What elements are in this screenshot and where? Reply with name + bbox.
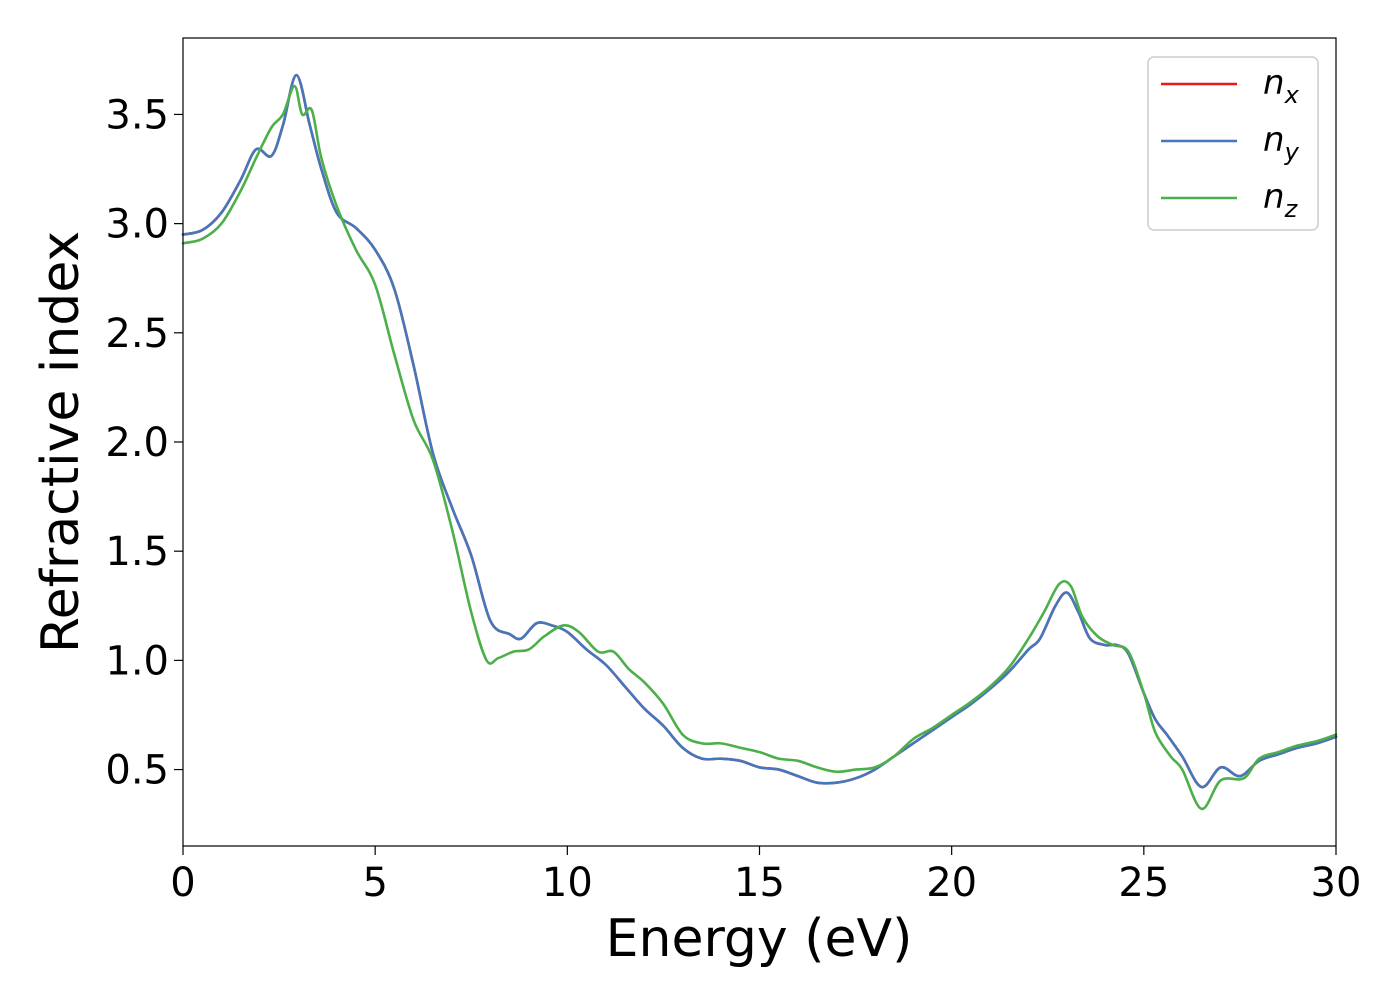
x-tick-label: 25 [1118,860,1169,906]
x-tick-label: 10 [542,860,593,906]
x-tick-label: 20 [926,860,977,906]
x-tick-label: 30 [1311,860,1362,906]
y-tick-label: 2.0 [105,420,169,466]
legend-label-base: n [1263,120,1285,160]
x-axis: 0 5 10 15 20 25 30 [170,846,1361,906]
legend-label-subscript: y [1284,138,1300,166]
series-layer [181,73,1338,811]
legend-label-base: n [1263,63,1285,103]
y-tick-label: 0.5 [105,748,169,794]
legend-label-subscript: x [1284,81,1300,109]
series-line-nz [181,84,1338,811]
x-tick-label: 0 [170,860,195,906]
x-tick-label: 15 [734,860,785,906]
y-tick-label: 3.0 [105,202,169,248]
y-tick-label: 3.5 [105,92,169,138]
legend-label-nz: nz [1263,177,1299,223]
y-axis: 0.5 1.0 1.5 2.0 2.5 3.0 3.5 [105,92,183,794]
plot-background [183,38,1336,846]
x-axis-title: Energy (eV) [606,909,913,969]
legend-label-base: n [1263,177,1285,217]
y-tick-label: 2.5 [105,311,169,357]
legend-box [1147,56,1319,231]
y-tick-label: 1.5 [105,529,169,575]
legend-label-subscript: z [1284,195,1299,223]
legend-label-ny: ny [1263,120,1300,166]
y-tick-label: 1.0 [105,638,169,684]
y-axis-title: Refractive index [31,231,91,653]
x-tick-label: 5 [362,860,387,906]
legend-label-nx: nx [1263,63,1300,109]
